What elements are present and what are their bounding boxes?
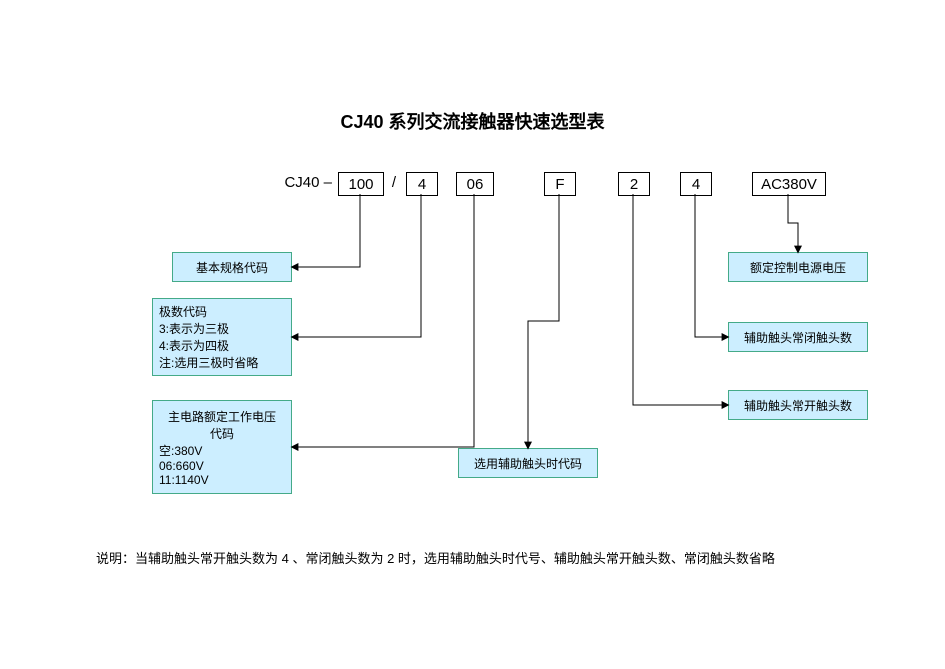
desc-line: 代码 xyxy=(159,425,285,442)
code-slash: / xyxy=(389,172,399,194)
desc-line: 极数代码 xyxy=(159,303,207,320)
page-title: CJ40 系列交流接触器快速选型表 xyxy=(0,108,945,134)
desc-line: 3:表示为三极 xyxy=(159,320,229,337)
code-segment-seg-F: F xyxy=(544,172,576,196)
code-segment-seg-06: 06 xyxy=(456,172,494,196)
desc-box-no: 辅助触头常开触头数 xyxy=(728,390,868,420)
desc-box-nc: 辅助触头常闭触头数 xyxy=(728,322,868,352)
code-prefix: CJ40 – xyxy=(0,172,332,194)
desc-line: 额定控制电源电压 xyxy=(750,259,846,276)
desc-line: 06:660V xyxy=(159,459,204,473)
desc-line: 基本规格代码 xyxy=(196,259,268,276)
diagram-page: CJ40 系列交流接触器快速选型表 CJ40 – / 100 4 06 F 2 4 AC38… xyxy=(0,0,945,669)
desc-box-mainv: 主电路额定工作电压代码空:380V06:660V11:1140V xyxy=(152,400,292,494)
desc-box-poles: 极数代码3:表示为三极4:表示为四极注:选用三极时省略 xyxy=(152,298,292,376)
desc-line: 11:1140V xyxy=(159,473,209,487)
code-segment-seg-4b: 4 xyxy=(680,172,712,196)
desc-box-spec: 基本规格代码 xyxy=(172,252,292,282)
code-segment-seg-100: 100 xyxy=(338,172,384,196)
desc-line: 注:选用三极时省略 xyxy=(159,354,258,371)
desc-line: 选用辅助触头时代码 xyxy=(474,455,582,472)
desc-line: 空:380V xyxy=(159,442,202,459)
desc-line: 主电路额定工作电压 xyxy=(159,408,285,425)
footnote: 说明：当辅助触头常开触头数为 4 、常闭触头数为 2 时，选用辅助触头时代号、辅… xyxy=(96,548,775,567)
desc-line: 辅助触头常闭触头数 xyxy=(744,329,852,346)
desc-line: 4:表示为四极 xyxy=(159,337,229,354)
desc-line: 辅助触头常开触头数 xyxy=(744,397,852,414)
code-segment-seg-2: 2 xyxy=(618,172,650,196)
code-segment-seg-ac380v: AC380V xyxy=(752,172,826,196)
desc-box-ctrlv: 额定控制电源电压 xyxy=(728,252,868,282)
desc-box-aux: 选用辅助触头时代码 xyxy=(458,448,598,478)
code-segment-seg-4: 4 xyxy=(406,172,438,196)
